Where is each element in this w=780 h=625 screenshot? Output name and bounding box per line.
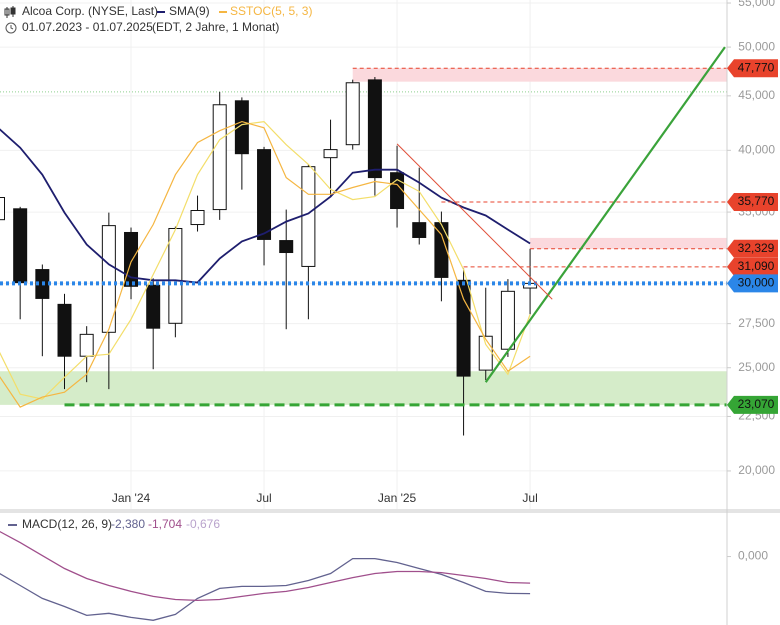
candle-body xyxy=(146,284,161,329)
signal-line xyxy=(0,530,531,602)
level-zone xyxy=(352,68,727,82)
candle-body xyxy=(13,208,28,284)
sstoc-line xyxy=(0,120,531,408)
x-tick-label: Jul xyxy=(522,491,537,505)
sstoc-signal-line xyxy=(0,120,531,400)
x-tick-label: Jan '25 xyxy=(378,491,417,505)
level-zone xyxy=(0,371,727,405)
clock-icon xyxy=(5,22,17,34)
candle-body xyxy=(279,240,294,254)
candle-body xyxy=(301,166,316,267)
candle-body xyxy=(212,104,227,211)
plot-area: Jan '24 Jul Jan '25 Jul xyxy=(0,0,727,509)
trend-line xyxy=(484,46,726,383)
candle-body xyxy=(257,149,272,240)
note: (EDT, 2 Jahre, 1 Monat) xyxy=(152,20,279,34)
price-tag-label: 30,000 xyxy=(738,276,775,290)
candle-body xyxy=(57,303,72,357)
macd-line xyxy=(0,557,531,621)
sma-line xyxy=(0,128,531,284)
x-tick-label: Jul xyxy=(256,491,271,505)
y-tick-label: 0,000 xyxy=(738,549,768,563)
legend-entry: SMA(9) xyxy=(169,4,210,18)
candle-body xyxy=(0,197,5,221)
candle-body xyxy=(323,149,338,159)
candle-body xyxy=(412,222,427,238)
candle-body xyxy=(390,172,405,210)
price-tag-label: 23,070 xyxy=(738,397,775,411)
y-tick-label: 50,000 xyxy=(738,39,775,53)
histogram-last: -0,676 xyxy=(186,517,220,531)
price-tag xyxy=(727,193,778,212)
price-tag xyxy=(727,257,778,276)
candle-body xyxy=(456,279,471,377)
price-tag-label: 32,329 xyxy=(738,241,775,255)
legend-entry: SSTOC(5, 5, 3) xyxy=(230,4,312,18)
price-tag xyxy=(727,239,778,258)
y-tick-label: 55,000 xyxy=(738,0,775,9)
candle-body xyxy=(345,82,360,146)
price-tag xyxy=(727,59,778,78)
panel-separator xyxy=(0,509,780,513)
y-tick-label: 20,000 xyxy=(738,463,775,477)
signal-last: -1,704 xyxy=(148,517,182,531)
y-tick-label: 45,000 xyxy=(738,88,775,102)
trend-line xyxy=(396,143,553,300)
candle-body xyxy=(478,335,493,371)
price-tag-label: 31,090 xyxy=(738,259,775,273)
candle-body xyxy=(367,79,382,179)
macd-title: MACD(12, 26, 9) xyxy=(22,517,112,531)
price-tag xyxy=(727,274,778,293)
candle-body xyxy=(101,225,116,333)
y-tick-label: 27,500 xyxy=(738,316,775,330)
chart-title: Alcoa Corp. (NYSE, Last) xyxy=(22,4,158,18)
price-tag-label: 47,770 xyxy=(738,60,775,74)
candle-body xyxy=(434,222,449,278)
candle-body xyxy=(500,290,515,350)
candle-body xyxy=(234,100,249,155)
y-tick-label: 40,000 xyxy=(738,142,775,156)
price-tag xyxy=(727,395,778,414)
level-zone xyxy=(530,237,727,249)
price-tag-label: 35,770 xyxy=(738,194,775,208)
candle-body xyxy=(190,210,205,226)
y-tick-label: 25,000 xyxy=(738,360,775,374)
macd-last: -2,380 xyxy=(111,517,145,531)
candle-body xyxy=(79,333,94,357)
x-tick-label: Jan '24 xyxy=(112,491,151,505)
subtitle: 01.07.2023 - 01.07.2025 xyxy=(22,20,153,34)
candle-icon xyxy=(4,6,16,18)
candle-body xyxy=(168,227,183,324)
